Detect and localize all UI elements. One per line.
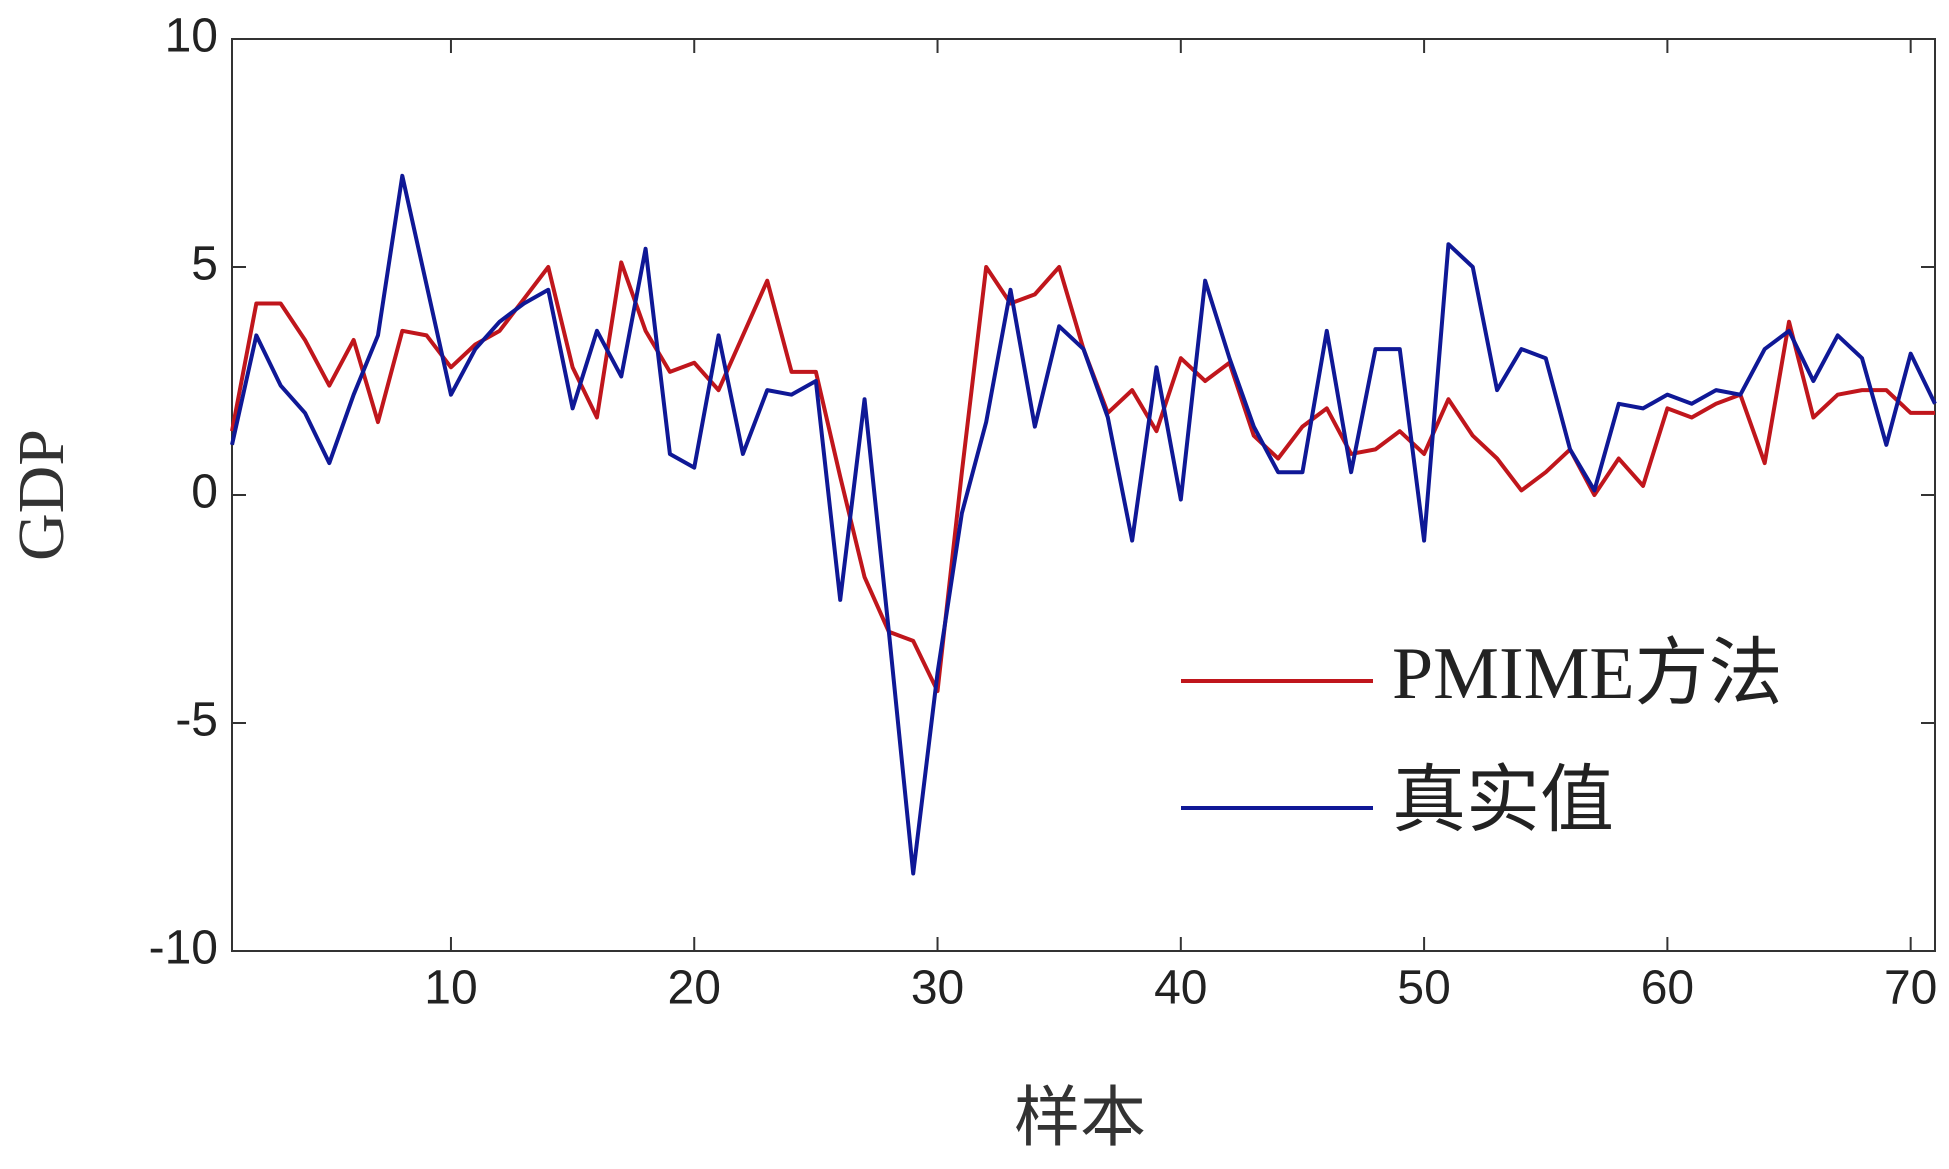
x-axis-label: 样本	[1014, 1082, 1146, 1155]
y-tick-label: -5	[175, 694, 218, 747]
y-axis-label: GDP	[5, 429, 78, 561]
x-tick-label: 50	[1397, 962, 1450, 1015]
y-tick-label: 10	[165, 10, 218, 63]
x-tick-label: 10	[424, 962, 477, 1015]
legend-label: PMIME方法	[1392, 633, 1783, 715]
x-tick-label: 20	[668, 962, 721, 1015]
legend-label: 真实值	[1392, 760, 1614, 842]
plot-frame	[231, 38, 1936, 952]
x-tick-label: 30	[911, 962, 964, 1015]
y-tick-label: 0	[191, 466, 218, 519]
y-tick-label: 5	[191, 238, 218, 291]
y-tick-label: -10	[149, 922, 218, 975]
data-line	[230, 260, 1935, 694]
x-tick-label: 40	[1154, 962, 1207, 1015]
data-line	[230, 173, 1937, 876]
x-tick-label: 70	[1884, 962, 1937, 1015]
x-tick-label: 60	[1641, 962, 1694, 1015]
